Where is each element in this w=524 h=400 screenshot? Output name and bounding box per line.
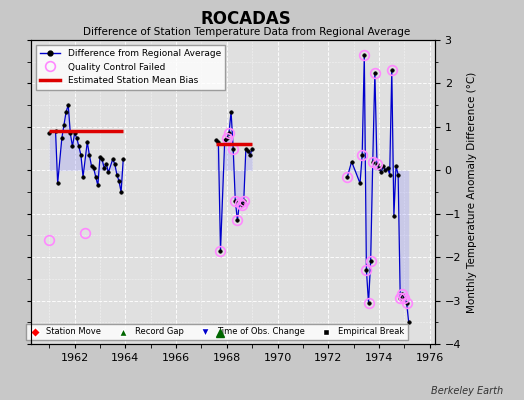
Text: Berkeley Earth: Berkeley Earth <box>431 386 503 396</box>
Text: Difference of Station Temperature Data from Regional Average: Difference of Station Temperature Data f… <box>83 27 410 37</box>
Legend: Station Move, Record Gap, Time of Obs. Change, Empirical Break: Station Move, Record Gap, Time of Obs. C… <box>26 324 408 340</box>
Text: ROCADAS: ROCADAS <box>201 10 292 28</box>
Y-axis label: Monthly Temperature Anomaly Difference (°C): Monthly Temperature Anomaly Difference (… <box>467 71 477 313</box>
